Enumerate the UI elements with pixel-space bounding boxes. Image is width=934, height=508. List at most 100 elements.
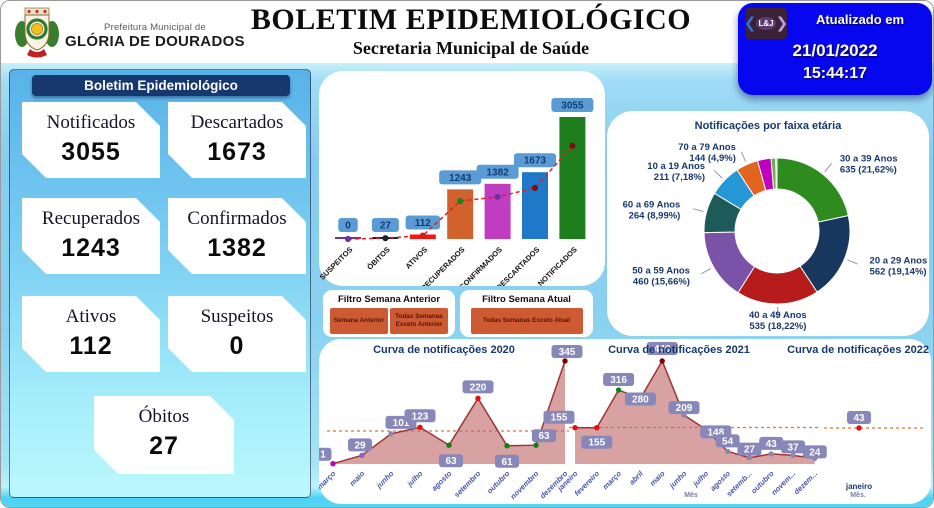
curve-point[interactable] (856, 425, 862, 431)
card-descartados[interactable]: Descartados 1673 (168, 102, 306, 178)
bar-value-label: 1673 (524, 156, 547, 167)
btn-semana-anterior[interactable]: Semana Anterior (330, 308, 388, 334)
curve-value-label: 123 (412, 411, 429, 422)
x-axis-label-2022: Mês. (850, 492, 866, 499)
curve-point[interactable] (388, 431, 394, 437)
curve-value-label-box (668, 401, 700, 415)
notification-curves-chart[interactable]: 1 março 29 maio 101 junho 123 julho 63 agosto 220 s… (319, 339, 931, 504)
curve-value-label: 54 (722, 436, 734, 447)
bar-value-label-box (476, 164, 519, 179)
filter-title: Filtro Semana Atual (482, 294, 571, 305)
totals-bar-chart[interactable]: 0SUSPEITOS27ÓBITOS112ATIVOS1243RECUPERAD… (319, 71, 605, 286)
curve-value-label-box (624, 392, 656, 406)
curve-point[interactable] (475, 395, 481, 402)
curve-value-label: 43 (766, 439, 778, 450)
card-value: 1673 (207, 138, 267, 166)
filter-buttons-row: Todas Semanas Exceto Atual (460, 308, 593, 334)
curve-value-label: 63 (538, 431, 550, 442)
month-label: julho (690, 469, 710, 489)
curve-point[interactable] (504, 443, 510, 449)
bar-CONFIRMADOS[interactable] (484, 183, 511, 239)
curve-point[interactable] (594, 425, 600, 431)
curve-value-label: 24 (809, 447, 821, 458)
trend-point (419, 232, 426, 239)
notification-curves-panel: 1 março 29 maio 101 junho 123 julho 63 agosto 220 s… (319, 339, 931, 504)
curve-point[interactable] (572, 425, 578, 431)
month-label: maio (348, 469, 367, 488)
curve-value-label: 1 (320, 450, 326, 461)
card-recuperados[interactable]: Recuperados 1243 (22, 198, 160, 274)
donut-slice-other[interactable] (775, 157, 778, 190)
bar-NOTIFICADOS[interactable] (559, 117, 586, 239)
bar-DESCARTADOS[interactable] (522, 172, 548, 239)
curve-point[interactable] (533, 442, 539, 448)
curve-value-label-box (348, 438, 372, 452)
card-label: Confirmados (187, 208, 287, 229)
bar-value-label: 112 (415, 218, 432, 229)
filter-title: Filtro Semana Anterior (337, 294, 441, 305)
donut-leader-line (701, 268, 712, 275)
curve-point[interactable] (446, 442, 452, 448)
month-label: dezem... (792, 469, 819, 496)
card-confirmados[interactable]: Confirmados 1382 (168, 198, 306, 274)
filter-current-week: Filtro Semana Atual Todas Semanas Exceto… (460, 290, 593, 337)
summary-panel-title: Boletim Epidemiológico (32, 75, 290, 96)
card-suspeitos[interactable]: Suspeitos 0 (168, 296, 306, 372)
trend-point (569, 142, 576, 149)
curve-value-label-box (715, 434, 740, 448)
updated-panel: ❮ L&J ❯ Atualizado em 21/01/2022 15:44:1… (738, 3, 932, 95)
curve-value-label-box (319, 447, 332, 461)
month-label: junho (374, 469, 396, 491)
donut-slice-label: 70 a 79 Anos 144 (4,9%) (678, 142, 736, 164)
curve-value-label-box (495, 454, 519, 468)
curve-point[interactable] (768, 451, 774, 457)
org-subtitle: Prefeitura Municipal de (104, 22, 206, 33)
card-ativos[interactable]: Ativos 112 (22, 296, 160, 372)
card-obitos[interactable]: Óbitos 27 (94, 396, 234, 474)
bar-RECUPERADOS[interactable] (447, 189, 474, 239)
curve-point[interactable] (330, 461, 336, 467)
bar-category-label: ATIVOS (403, 245, 429, 271)
filter-buttons-row: Semana Anterior Todas Semanas Exceto Ant… (323, 308, 455, 334)
curve-value-label: 280 (632, 394, 649, 405)
btn-todas-semanas-exceto-atual[interactable]: Todas Semanas Exceto Atual (470, 308, 583, 334)
bar-value-label: 3055 (561, 101, 584, 112)
card-notificados[interactable]: Notificados 3055 (22, 102, 160, 178)
curve-point[interactable] (615, 387, 622, 393)
card-label: Ativos (65, 306, 117, 327)
month-label: julho (405, 469, 425, 489)
trend-point (344, 235, 352, 243)
x-axis-label-2021: Mês (684, 492, 698, 499)
curve-value-label: 155 (588, 438, 605, 449)
curve-point[interactable] (359, 452, 365, 459)
curve-point[interactable] (659, 358, 665, 364)
donut-slice-30 a 39 Anos[interactable] (776, 157, 849, 223)
card-value: 3055 (61, 138, 121, 166)
age-distribution-panel: Notificações por faixa etária 30 a 39 An… (607, 111, 929, 336)
curve-point[interactable] (790, 452, 796, 459)
curve-point[interactable] (562, 358, 568, 364)
summary-panel: Boletim Epidemiológico Notificados 3055 … (9, 69, 311, 498)
curve-value-label: 155 (551, 413, 568, 424)
trend-point (382, 235, 389, 242)
donut-chart-title: Notificações por faixa etária (694, 120, 842, 132)
curve-point[interactable] (417, 424, 423, 430)
curve-value-label: 61 (501, 457, 513, 468)
month-label: setembro (452, 469, 483, 500)
card-label: Suspeitos (200, 306, 274, 327)
trend-point (494, 193, 501, 200)
donut-slice-label: 60 a 69 Anos 264 (8,99%) (623, 199, 681, 221)
month-label: março (601, 469, 624, 492)
curve-point[interactable] (724, 448, 731, 455)
month-label: agosto (430, 469, 454, 493)
curve-value-label: 220 (470, 382, 487, 393)
age-donut-chart[interactable]: 30 a 39 Anos 635 (21,62%) 20 a 29 Anos 562 … (607, 111, 929, 336)
card-value: 27 (149, 432, 179, 460)
btn-todas-semanas-exceto-anterior[interactable]: Todas Semanas Exceto Anterior (390, 308, 448, 334)
bar-value-label: 27 (380, 221, 392, 232)
curve-point[interactable] (746, 454, 753, 461)
curve-value-label: 209 (676, 403, 693, 414)
bar-value-label-box (371, 218, 399, 232)
trend-point (457, 197, 464, 205)
